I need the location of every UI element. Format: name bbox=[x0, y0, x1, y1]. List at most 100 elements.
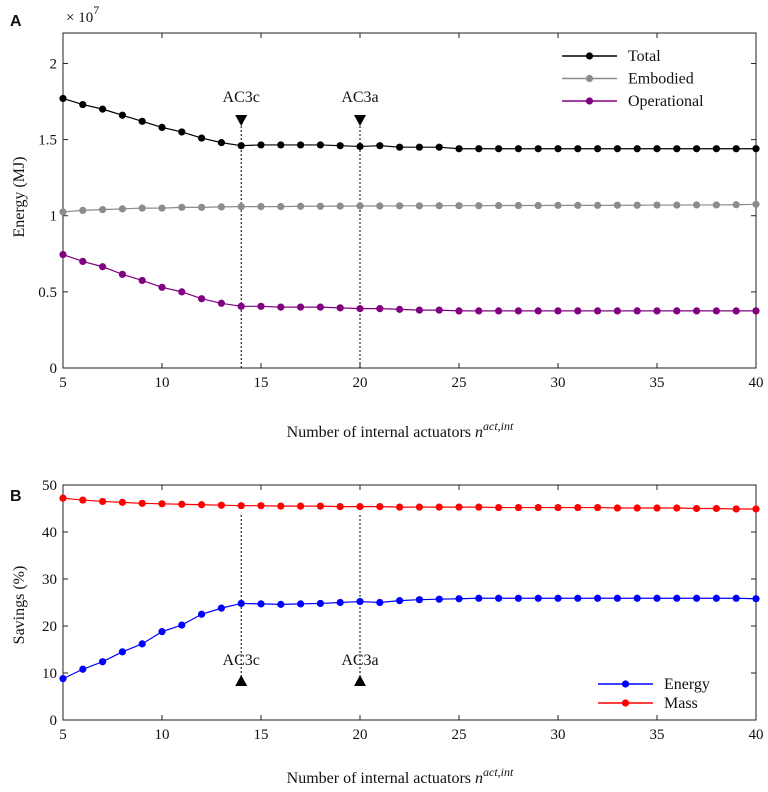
data-point-mass bbox=[673, 504, 681, 512]
data-point-total bbox=[495, 145, 503, 153]
data-point-total bbox=[594, 145, 602, 153]
x-tick-label: 5 bbox=[59, 375, 67, 391]
data-point-total bbox=[257, 141, 265, 149]
data-point-operational bbox=[99, 263, 107, 271]
panel-b: B Savings (%) Number of internal actuato… bbox=[10, 488, 514, 787]
data-point-total bbox=[475, 145, 483, 153]
series-line-mass bbox=[62, 497, 756, 510]
data-point-embodied bbox=[712, 201, 721, 209]
data-point-energy bbox=[752, 595, 760, 603]
data-point-mass bbox=[712, 504, 721, 513]
data-point-operational bbox=[673, 307, 681, 315]
x-tick-label: 15 bbox=[254, 727, 269, 743]
data-point-mass bbox=[732, 505, 740, 513]
data-point-energy bbox=[396, 597, 404, 605]
data-point-embodied bbox=[475, 202, 483, 210]
x-tick-label: 30 bbox=[551, 727, 566, 743]
data-point-total bbox=[79, 100, 87, 109]
data-point-operational bbox=[732, 307, 740, 315]
data-point-mass bbox=[277, 502, 285, 510]
data-point-total bbox=[118, 111, 126, 119]
x-tick-label: 30 bbox=[551, 375, 566, 391]
legend-entry-mass: Mass bbox=[598, 695, 698, 712]
data-point-total bbox=[158, 123, 166, 132]
data-point-mass bbox=[79, 496, 87, 504]
data-point-total bbox=[277, 141, 285, 149]
data-point-operational bbox=[475, 307, 483, 315]
legend-swatch-marker bbox=[585, 52, 594, 60]
y-multiplier: × 107 bbox=[66, 3, 99, 26]
series-line-embodied bbox=[62, 203, 757, 213]
data-point-total bbox=[297, 141, 305, 149]
data-point-energy bbox=[554, 594, 562, 602]
data-point-operational bbox=[118, 270, 126, 278]
data-point-energy bbox=[495, 594, 503, 602]
data-point-embodied bbox=[653, 201, 661, 209]
data-point-embodied bbox=[415, 202, 423, 210]
data-point-operational bbox=[376, 305, 384, 313]
y-tick-label: 0.5 bbox=[38, 285, 57, 301]
data-point-mass bbox=[475, 503, 483, 511]
y-tick-label: 0 bbox=[50, 713, 58, 729]
data-point-total bbox=[732, 145, 740, 153]
data-point-operational bbox=[435, 306, 443, 314]
data-point-mass bbox=[178, 500, 186, 508]
legend-label: Operational bbox=[628, 93, 704, 110]
annotation-label: AC3a bbox=[341, 89, 378, 106]
legend-label: Mass bbox=[664, 695, 698, 712]
data-point-operational bbox=[693, 307, 701, 315]
data-point-mass bbox=[495, 503, 503, 512]
data-point-operational bbox=[138, 276, 146, 285]
y-tick-label: 50 bbox=[42, 478, 57, 494]
data-point-total bbox=[217, 139, 225, 147]
xlabel-superscript: act,int bbox=[483, 765, 514, 779]
data-point-mass bbox=[415, 503, 423, 511]
legend-entry-energy: Energy bbox=[598, 676, 710, 693]
data-point-operational bbox=[158, 283, 166, 291]
data-point-operational bbox=[653, 307, 661, 315]
data-point-mass bbox=[376, 503, 384, 511]
y-tick-label: 1.5 bbox=[38, 133, 57, 149]
data-point-embodied bbox=[59, 208, 67, 216]
data-point-mass bbox=[514, 503, 523, 512]
y-tick-label: 20 bbox=[42, 619, 57, 635]
plot-area-a: 5 10 15 20 25 30 35 40 0 0.5 1 1.5 2 AC3c AC3a Total Emb… bbox=[38, 32, 764, 391]
xlabel-text: Number of internal actuators bbox=[287, 424, 471, 441]
data-point-operational bbox=[534, 307, 542, 315]
legend-label: Total bbox=[628, 48, 661, 65]
data-point-energy bbox=[217, 604, 225, 612]
data-point-mass bbox=[435, 503, 443, 511]
data-point-mass bbox=[217, 501, 225, 509]
data-point-mass bbox=[693, 504, 701, 513]
x-tick-label: 5 bbox=[59, 727, 67, 743]
x-tick-label: 20 bbox=[353, 375, 368, 391]
x-tick-label: 40 bbox=[749, 375, 764, 391]
annotation-arrow bbox=[235, 115, 248, 126]
y-tick-label: 30 bbox=[42, 572, 57, 588]
legend-entry-total: Total bbox=[562, 48, 661, 65]
data-point-operational bbox=[257, 302, 265, 310]
y-tick-label: 40 bbox=[42, 525, 57, 541]
data-point-embodied bbox=[297, 202, 305, 210]
data-point-operational bbox=[178, 288, 186, 296]
data-point-operational bbox=[495, 307, 503, 315]
legend-swatch-marker bbox=[621, 680, 630, 688]
data-point-mass bbox=[316, 502, 324, 510]
data-point-energy bbox=[257, 600, 265, 608]
x-tick-label: 10 bbox=[155, 727, 170, 743]
data-point-energy bbox=[514, 594, 523, 602]
xlabel-text: Number of internal actuators bbox=[287, 770, 471, 787]
data-point-embodied bbox=[118, 205, 126, 213]
data-point-embodied bbox=[673, 201, 681, 209]
data-point-mass bbox=[237, 502, 245, 510]
data-point-embodied bbox=[257, 202, 265, 211]
data-point-embodied bbox=[752, 200, 760, 208]
data-point-total bbox=[59, 94, 67, 103]
series-line-energy bbox=[62, 597, 757, 680]
plot-area-b: 5 10 15 20 25 30 35 40 0 10 20 30 40 50 AC3c AC3a Energy… bbox=[42, 478, 764, 743]
data-point-total bbox=[415, 143, 423, 151]
y-tick-label: 0 bbox=[50, 361, 58, 377]
panel-b-ylabel: Savings (%) bbox=[11, 566, 28, 645]
data-point-embodied bbox=[514, 201, 523, 210]
data-point-total bbox=[455, 145, 463, 153]
